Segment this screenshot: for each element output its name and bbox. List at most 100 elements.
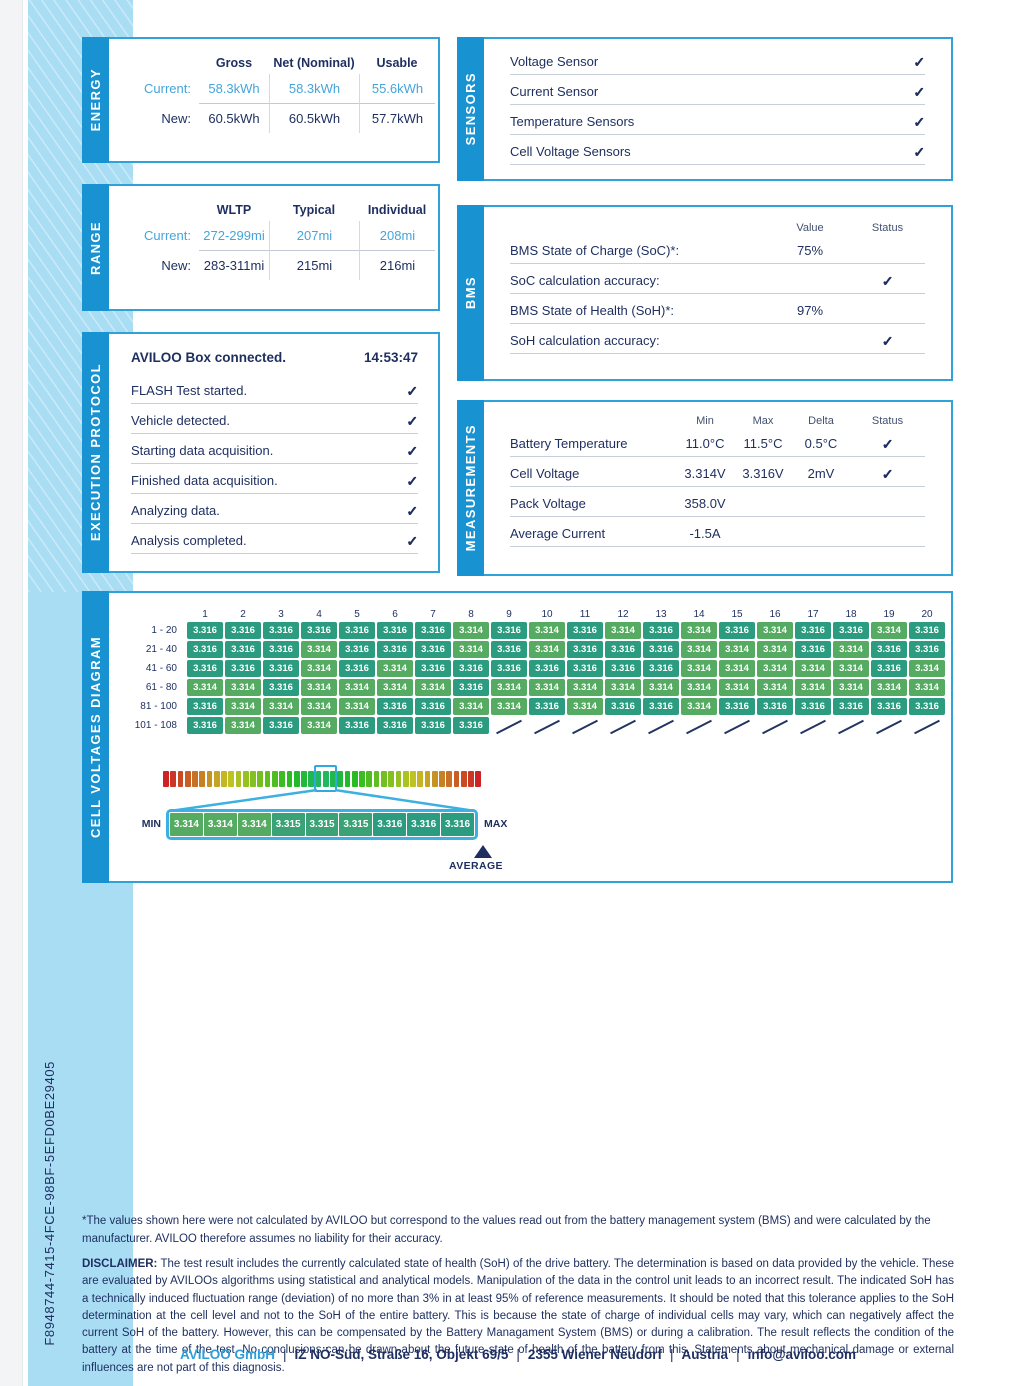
check-icon: ✓ (406, 503, 418, 519)
measurements-content: Min Max Delta Status Battery Temperature… (484, 400, 953, 576)
cell-voltage-cell: 3.316 (795, 698, 831, 715)
cell-voltage-cell: 3.314 (301, 641, 337, 658)
footer-item: 2355 Wiener Neudorf (527, 1347, 663, 1362)
cell-voltage-cell: 3.314 (263, 698, 299, 715)
cell-voltage-cell: 3.316 (453, 660, 489, 677)
no-cell-slash-icon (795, 717, 831, 734)
protocol-header-time: 14:53:47 (363, 350, 418, 365)
separator: | (516, 1347, 520, 1362)
no-cell-slash-icon (605, 717, 641, 734)
protocol-steps: FLASH Test started. ✓ Vehicle detected. ✓ St… (131, 374, 418, 554)
scale-segment (475, 771, 482, 787)
scale-segment (308, 771, 315, 787)
cell-voltage-cell: 3.314 (909, 660, 945, 677)
table-corner (123, 49, 199, 74)
column-number: 5 (354, 609, 360, 620)
separator: | (670, 1347, 674, 1362)
cell-voltage-cell: 3.316 (453, 679, 489, 696)
column-number: 19 (883, 609, 895, 620)
cell-voltage-cell: 3.314 (643, 679, 679, 696)
cell-voltage-cell: 3.314 (871, 679, 907, 696)
measurements-section: MEASUREMENTS Min Max Delta Status Batter… (457, 400, 953, 576)
sensors-section-band: SENSORS (457, 37, 484, 181)
column-number: 14 (693, 609, 705, 620)
protocol-step-label: Finished data acquisition. (131, 473, 278, 488)
sensor-label: Voltage Sensor (510, 54, 599, 69)
cell-voltage-cell: 3.314 (719, 679, 755, 696)
scale-segment (330, 771, 336, 787)
zoom-voltage-cell: 3.315 (305, 813, 339, 836)
cell-voltage-cell: 3.314 (301, 679, 337, 696)
scale-segment (257, 771, 264, 787)
bms-row: SoH calculation accuracy: ✓ (510, 324, 925, 354)
bms-header-value: Value (796, 222, 824, 234)
sensor-row: Voltage Sensor ✓ (510, 45, 925, 75)
sensors-section-title: SENSORS (463, 72, 478, 146)
cell-voltages-diagram-title: CELL VOLTAGES DIAGRAM (88, 635, 103, 838)
column-number: 2 (240, 609, 246, 620)
protocol-header-row: AVILOO Box connected. 14:53:47 (131, 334, 418, 374)
energy-section-band: ENERGY (82, 37, 109, 163)
sensor-row: Cell Voltage Sensors ✓ (510, 135, 925, 165)
bms-header-status: Status (871, 222, 904, 234)
cell-voltage-cell: 3.316 (263, 679, 299, 696)
protocol-step-label: Vehicle detected. (131, 413, 231, 428)
protocol-rows: AVILOO Box connected. 14:53:47 FLASH Tes… (131, 334, 418, 554)
cell-voltage-cell: 3.316 (187, 641, 223, 658)
cell-voltage-cell: 3.316 (453, 717, 489, 734)
measurements-table: Min Max Delta Status Battery Temperature… (510, 402, 925, 547)
measurement-min: 3.314V (684, 466, 726, 481)
cell-voltage-cell: 3.316 (757, 698, 793, 715)
cell-voltage-cell: 3.316 (643, 622, 679, 639)
measurements-header-status: Status (871, 415, 904, 427)
measurements-header-spacer (510, 415, 676, 427)
stat-value: 207mi (269, 221, 359, 251)
cell-voltage-cell: 3.316 (339, 622, 375, 639)
no-cell-slash-icon (909, 717, 945, 734)
measurement-max: 11.5°C (743, 436, 783, 451)
cell-voltage-cell: 3.316 (263, 660, 299, 677)
stat-value: 272-299mi (199, 221, 269, 251)
cell-voltage-cell: 3.316 (909, 641, 945, 658)
cell-voltage-cell: 3.316 (567, 622, 603, 639)
bms-table: Value Status BMS State of Charge (SoC)*:… (510, 207, 925, 354)
cell-voltage-cell: 3.314 (757, 622, 793, 639)
cell-voltage-cell: 3.314 (529, 679, 565, 696)
cell-voltage-cell: 3.314 (301, 698, 337, 715)
measurement-min: 358.0V (684, 496, 726, 511)
scale-segment (221, 771, 227, 787)
bms-row: BMS State of Health (SoH)*: 97% (510, 294, 925, 324)
disclaimer-paragraph: DISCLAIMER: The test result includes the… (82, 1256, 954, 1377)
bms-section-band: BMS (457, 205, 484, 381)
bms-row: BMS State of Charge (SoC)*: 75% (510, 234, 925, 264)
stat-value: 216mi (359, 251, 435, 280)
stat-value: 283-311mi (203, 258, 265, 273)
cell-voltage-cell: 3.316 (187, 698, 223, 715)
scale-segment (213, 771, 220, 787)
column-number: 13 (655, 609, 667, 620)
scale-segment (286, 771, 293, 787)
scale-segment (388, 771, 394, 787)
cell-voltage-cell: 3.316 (643, 698, 679, 715)
bms-rows: BMS State of Charge (SoC)*: 75% SoC calcul… (510, 234, 925, 354)
measurement-rows: Battery Temperature 11.0°C 11.5°C 0.5°C ✓ Cel… (510, 427, 925, 547)
protocol-step-row: Vehicle detected. ✓ (131, 404, 418, 434)
cell-voltage-cell: 3.316 (529, 698, 565, 715)
cell-voltage-cell: 3.316 (491, 641, 527, 658)
cell-voltage-cell: 3.314 (757, 660, 793, 677)
cell-voltage-cell: 3.316 (187, 660, 223, 677)
cell-voltage-cell: 3.314 (681, 622, 717, 639)
max-label: MAX (484, 818, 508, 830)
company-footer: AVILOO GmbH | IZ NÖ-Süd, Straße 16, Objekt… (82, 1347, 954, 1362)
check-icon: ✓ (913, 144, 925, 160)
page-edge (0, 0, 23, 1386)
cell-voltage-cell: 3.316 (605, 698, 641, 715)
scale-segment (322, 771, 329, 787)
check-icon: ✓ (881, 466, 894, 482)
check-icon: ✓ (881, 333, 894, 349)
column-header: Gross (215, 56, 253, 70)
separator: | (736, 1347, 740, 1362)
scale-segment (192, 771, 198, 787)
scale-segment (410, 771, 416, 787)
